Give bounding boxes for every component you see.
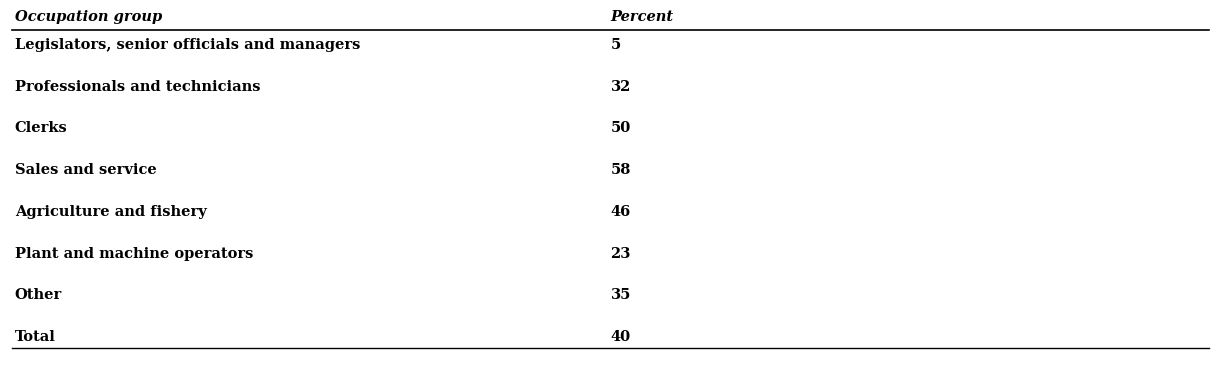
Text: Legislators, senior officials and managers: Legislators, senior officials and manage… <box>15 38 360 52</box>
Text: Clerks: Clerks <box>15 122 67 135</box>
Text: 40: 40 <box>610 330 630 344</box>
Text: 50: 50 <box>610 122 631 135</box>
Text: 35: 35 <box>610 288 631 302</box>
Text: Plant and machine operators: Plant and machine operators <box>15 247 253 261</box>
Text: Professionals and technicians: Professionals and technicians <box>15 80 260 94</box>
Text: Occupation group: Occupation group <box>15 10 162 24</box>
Text: 58: 58 <box>610 163 631 177</box>
Text: 32: 32 <box>610 80 631 94</box>
Text: 46: 46 <box>610 205 631 219</box>
Text: Percent: Percent <box>610 10 674 24</box>
Text: 5: 5 <box>610 38 620 52</box>
Text: Other: Other <box>15 288 62 302</box>
Text: Total: Total <box>15 330 55 344</box>
Text: Sales and service: Sales and service <box>15 163 156 177</box>
Text: Agriculture and fishery: Agriculture and fishery <box>15 205 206 219</box>
Text: 23: 23 <box>610 247 631 261</box>
